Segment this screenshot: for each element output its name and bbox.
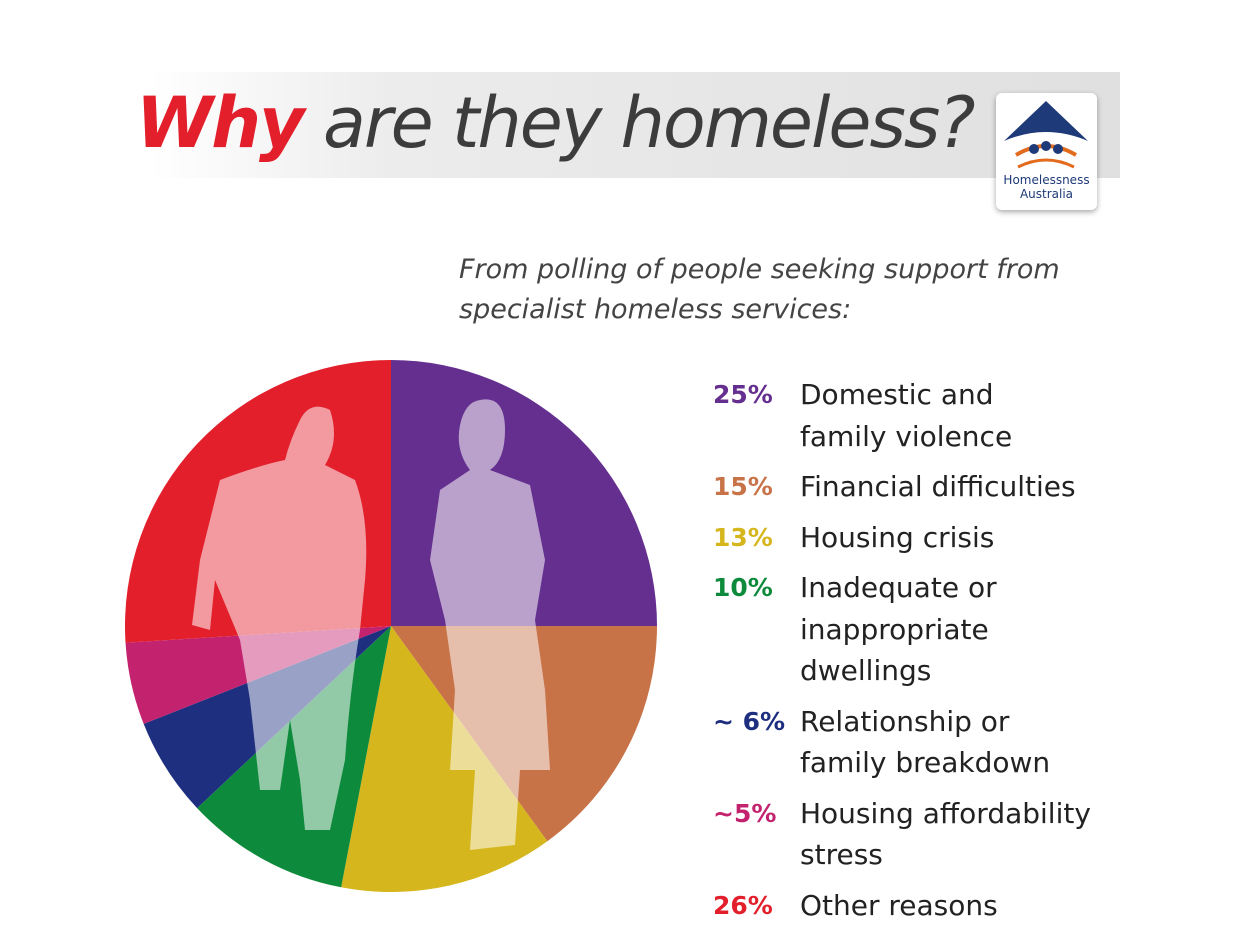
logo: Homelessness Australia — [996, 93, 1097, 210]
title-text: are they homeless? — [322, 82, 976, 164]
title: Why are they homeless? — [136, 82, 976, 164]
legend-label: Housing crisis — [800, 520, 995, 554]
value-label: ~ 6% — [713, 706, 786, 736]
legend-label: Other reasons — [800, 888, 998, 922]
silhouette-man — [192, 406, 367, 830]
legend-label: Domestic and family violence — [800, 378, 1013, 453]
logo-text: Homelessness — [1003, 173, 1090, 187]
value-label: 10% — [713, 573, 773, 602]
logo-text: Australia — [1019, 187, 1074, 201]
legend-label: Relationship or family breakdown — [800, 704, 1051, 780]
value-label: 15% — [713, 472, 773, 501]
value-label: 25% — [713, 380, 773, 409]
subtitle: From polling of people seeking support f… — [459, 254, 1060, 325]
logo-icon — [1004, 101, 1088, 169]
legend-label: Inadequate or inappropriate dwellings — [800, 571, 997, 687]
value-label: 26% — [713, 890, 773, 920]
value-label: 13% — [713, 522, 773, 552]
silhouettes — [192, 399, 550, 850]
legend-label: Housing affordability stress — [800, 796, 1091, 872]
silhouette-woman — [430, 399, 550, 850]
title-highlight: Why — [136, 82, 305, 164]
value-label: ~5% — [713, 798, 777, 828]
legend-label: Financial difficulties — [800, 470, 1076, 503]
title-banner — [150, 72, 1120, 178]
